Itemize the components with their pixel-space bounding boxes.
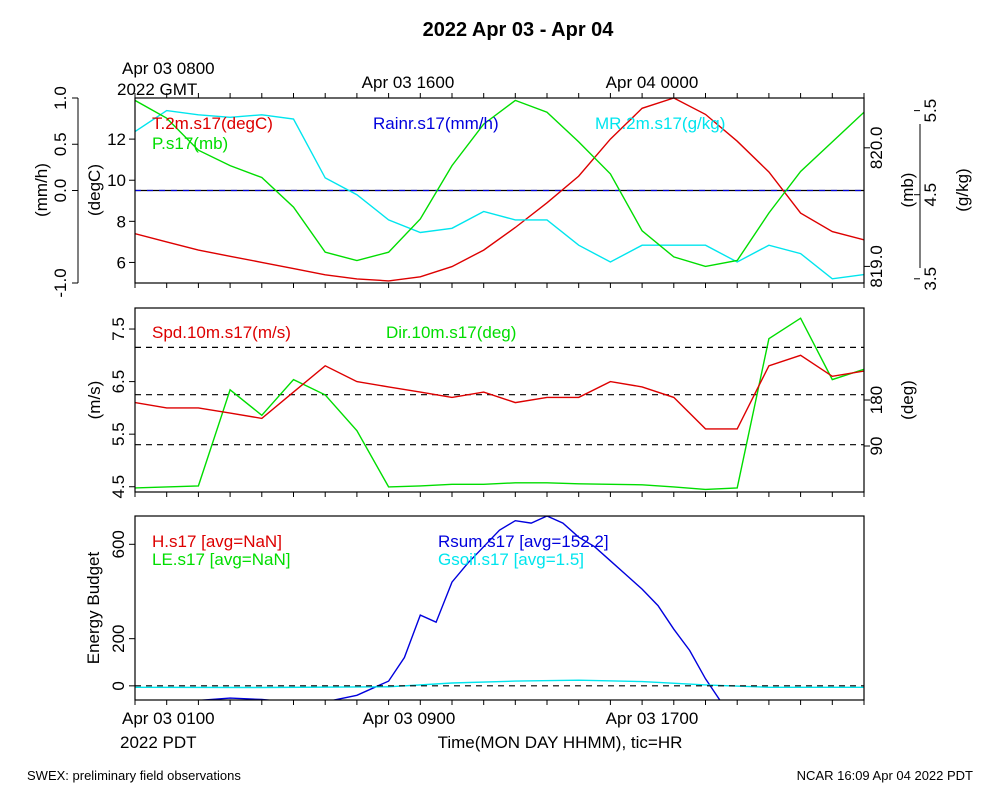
legend-net-radiation: Rsum.s17 [avg=152.2] [438,532,609,551]
panel-2-axes: 4.5 5.5 6.5 7.5 90 180 [109,317,886,498]
mr-tick-label: 3.5 [921,267,940,291]
chart-title: 2022 Apr 03 - Apr 04 [423,19,615,41]
direction-tick-label: 180 [867,386,886,414]
panel-3-axis-label: Energy Budget [84,551,103,664]
rain-tick-label: -1.0 [51,268,70,297]
mr-tick-label: 5.5 [921,99,940,123]
panel-1-pres-axis-label: (mb) [898,173,917,208]
speed-tick-label: 6.5 [109,370,128,394]
panel-1-temp-axis-label: (degC) [85,164,104,216]
series-line-mr-2m-s17-g-kg- [135,109,864,280]
panel-3-frame [134,515,865,701]
panel-2-direction-axis-label: (deg) [898,380,917,420]
panel-1-mr-axis-label: (g/kg) [953,168,972,211]
pres-tick-label: 820.0 [867,127,886,170]
legend-latent-heat: LE.s17 [avg=NaN] [152,550,290,569]
legend-temp: T.2m.s17(degC) [152,114,273,133]
rain-tick-label: 0.5 [51,132,70,156]
bottom-axis-label-3: Apr 03 1700 [606,709,699,728]
panel-3-plot [135,516,864,700]
series-line-spd-10m-s17-m-s- [135,354,864,430]
panel-2-speed-axis-label: (m/s) [85,381,104,420]
top-axis-labels: Apr 03 0800 2022 GMT Apr 03 1600 Apr 04 … [117,59,698,99]
energy-tick-label: 200 [109,624,128,652]
panel-1-frame [134,97,865,284]
rain-tick-label: 0.0 [51,179,70,203]
footer-right: NCAR 16:09 Apr 04 2022 PDT [797,768,973,783]
series-line-p-s17-mb- [135,99,864,268]
top-axis-label-3: Apr 04 0000 [606,73,699,92]
legend-sensible-heat: H.s17 [avg=NaN] [152,532,282,551]
legend-wind-speed: Spd.10m.s17(m/s) [152,323,291,342]
panel-1-border [134,97,865,284]
panel-1-plot [135,98,864,282]
panel-3-border [134,515,865,701]
energy-tick-label: 600 [109,530,128,558]
panel-1-legend: T.2m.s17(degC) P.s17(mb) Rainr.s17(mm/h)… [152,114,725,153]
temp-tick-label: 6 [117,253,126,272]
bottom-axis-label-2: Apr 03 0900 [363,709,456,728]
direction-tick-label: 90 [867,437,886,456]
legend-soil-heat: Gsoil.s17 [avg=1.5] [438,550,584,569]
panel-3-axes: 0 200 600 [109,530,865,705]
legend-mixing-ratio: MR.2m.s17(g/kg) [595,114,725,133]
bottom-axis-labels: Apr 03 0100 2022 PDT Apr 03 0900 Apr 03 … [120,709,698,752]
series-line-rsum-s17-avg-152-2- [193,516,721,700]
bottom-axis-label-1: Apr 03 0100 [122,709,215,728]
mr-tick-label: 4.5 [921,183,940,207]
footer-left: SWEX: preliminary field observations [27,768,241,783]
legend-wind-direction: Dir.10m.s17(deg) [386,323,516,342]
speed-tick-label: 7.5 [109,317,128,341]
panel-2-plot [135,317,864,491]
series-line-dir-10m-s17-deg- [135,317,864,491]
temp-tick-label: 8 [117,212,126,231]
temp-tick-label: 10 [107,171,126,190]
top-axis-label-1-year: 2022 GMT [117,80,197,99]
speed-tick-label: 5.5 [109,422,128,446]
panel-2-legend: Spd.10m.s17(m/s) Dir.10m.s17(deg) [152,323,516,342]
bottom-axis-label-1-year: 2022 PDT [120,733,197,752]
energy-tick-label: 0 [109,681,128,690]
panel-3-legend: H.s17 [avg=NaN] LE.s17 [avg=NaN] Rsum.s1… [152,532,609,569]
series-line-gsoil-s17-avg-1-5- [135,679,864,689]
top-axis-label-1: Apr 03 0800 [122,59,215,78]
pres-tick-label: 819.0 [867,245,886,288]
series-line-t-2m-s17-degc- [135,98,864,282]
panel-1-axes: -1.0 0.0 0.5 1.0 6 8 10 12 819.0 820.0 3.5 4.5 5.5 [51,86,940,297]
rain-tick-label: 1.0 [51,86,70,110]
panel-1-rain-axis-label: (mm/h) [32,163,51,217]
x-axis-title: Time(MON DAY HHMM), tic=HR [438,733,683,752]
top-axis-label-2: Apr 03 1600 [362,73,455,92]
temp-tick-label: 12 [107,130,126,149]
speed-tick-label: 4.5 [109,475,128,499]
legend-rain: Rainr.s17(mm/h) [373,114,499,133]
legend-pressure: P.s17(mb) [152,134,228,153]
